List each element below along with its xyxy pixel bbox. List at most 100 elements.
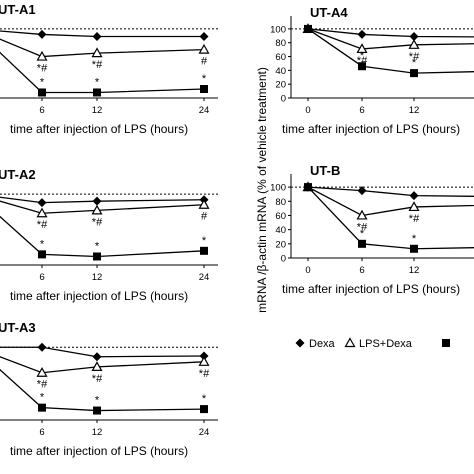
significance-label: *#	[92, 373, 103, 385]
data-point	[37, 198, 47, 208]
data-point	[37, 29, 47, 39]
data-point	[357, 29, 367, 39]
data-point	[38, 88, 46, 97]
chart-panel: UT-B 0 20 40 60 80 100 0 6 12 time after injection…	[270, 163, 474, 296]
significance-label: *#	[37, 63, 48, 75]
data-point	[408, 201, 420, 212]
chart-panel: UT-A2 6 12 24 time after injection of LPS (h…	[0, 167, 218, 303]
panel-title: UT-A1	[0, 2, 36, 17]
data-point	[92, 32, 102, 42]
series-line	[0, 196, 205, 204]
x-axis-label: time after injection of LPS (hours)	[10, 289, 188, 303]
significance-label: *#	[409, 213, 420, 225]
series-line	[0, 215, 205, 258]
data-point	[36, 50, 48, 61]
panels: UT-A1 6 12 24 time after injection of LPS (h…	[0, 2, 474, 458]
series-line	[307, 186, 474, 197]
data-point	[36, 367, 48, 377]
data-point	[199, 32, 209, 42]
series-line	[0, 356, 205, 374]
x-axis-label: time after injection of LPS (hours)	[282, 282, 460, 296]
data-point	[36, 207, 48, 218]
data-point	[357, 186, 367, 196]
significance-label: *	[202, 235, 207, 247]
significance-label: *	[40, 76, 45, 88]
x-tick-label: 12	[409, 265, 420, 276]
data-point	[304, 183, 312, 192]
legend-marker	[344, 337, 356, 348]
y-tick-label: 60	[275, 52, 286, 63]
y-tick-label: 20	[275, 80, 286, 91]
x-tick-label: 12	[92, 105, 103, 116]
y-tick-label: 80	[275, 38, 286, 49]
legend-item	[442, 339, 450, 347]
data-point	[200, 405, 208, 414]
y-tick-label: 40	[275, 225, 286, 236]
data-point	[200, 246, 208, 255]
y-tick-label: 100	[270, 183, 286, 194]
series-line	[0, 38, 205, 58]
significance-label: #	[201, 56, 208, 68]
x-tick-label: 6	[39, 105, 44, 116]
data-point	[91, 361, 103, 372]
y-tick-label: 0	[281, 254, 286, 265]
data-point	[358, 239, 366, 248]
legend-item: Dexa	[295, 338, 336, 350]
legend-marker	[442, 339, 450, 347]
data-point	[37, 342, 47, 352]
x-tick-label: 12	[409, 105, 420, 116]
x-axis-label: time after injection of LPS (hours)	[10, 122, 188, 136]
series-line	[0, 51, 205, 94]
legend-label: LPS+Dexa	[359, 338, 413, 350]
data-point	[356, 209, 368, 220]
panel-title: UT-A4	[310, 5, 348, 20]
significance-label: *	[202, 73, 207, 85]
legend-marker	[295, 338, 305, 348]
data-point	[92, 352, 102, 362]
data-point	[200, 85, 208, 94]
data-point	[410, 69, 418, 78]
data-point	[91, 47, 103, 58]
x-tick-label: 6	[359, 265, 364, 276]
series-line	[307, 28, 474, 50]
data-point	[409, 191, 419, 201]
legend-item: LPS+Dexa	[344, 337, 413, 350]
data-point	[409, 32, 419, 42]
significance-label: *#	[409, 51, 420, 63]
significance-label: *#	[199, 368, 210, 380]
x-tick-label: 6	[39, 272, 44, 283]
significance-label: *	[40, 238, 45, 250]
significance-label: *	[412, 233, 417, 245]
series-line	[0, 346, 205, 358]
data-point	[93, 88, 101, 97]
x-tick-label: 0	[305, 105, 310, 116]
significance-label: *	[412, 57, 417, 69]
significance-label: *	[360, 50, 365, 62]
y-tick-label: 100	[270, 24, 286, 35]
data-point	[92, 196, 102, 206]
data-point	[93, 252, 101, 261]
panel-title: UT-A2	[0, 167, 36, 182]
significance-label: *	[95, 240, 100, 252]
y-tick-label: 0	[281, 94, 286, 105]
significance-label: *#	[92, 59, 103, 71]
significance-label: *	[95, 76, 100, 88]
data-point	[198, 356, 210, 366]
series-line	[0, 30, 204, 38]
data-point	[408, 39, 420, 49]
x-tick-label: 24	[199, 105, 210, 116]
data-point	[410, 244, 418, 253]
x-tick-label: 12	[92, 272, 103, 283]
x-tick-label: 24	[199, 272, 210, 283]
significance-label: *	[360, 228, 365, 240]
x-axis-label: time after injection of LPS (hours)	[282, 122, 460, 136]
significance-label: *#	[92, 216, 103, 228]
x-tick-label: 6	[39, 427, 44, 438]
significance-label: *	[202, 393, 207, 405]
data-point	[358, 62, 366, 71]
significance-label: *#	[357, 55, 368, 67]
x-axis-label: time after injection of LPS (hours)	[10, 444, 188, 458]
data-point	[199, 351, 209, 361]
chart-panel: UT-A4 0 20 40 60 80 100 0 6 12 time after injectio…	[270, 5, 474, 136]
